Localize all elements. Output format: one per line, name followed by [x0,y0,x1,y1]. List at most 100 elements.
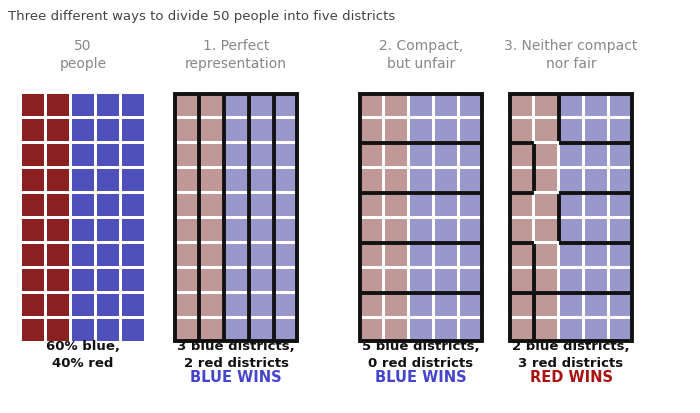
Bar [225,170,247,192]
Bar [435,145,457,166]
Bar [535,95,557,117]
Bar [275,244,297,266]
Bar [610,219,632,242]
Text: 3. Neither compact
nor fair: 3. Neither compact nor fair [504,39,638,71]
Bar [560,294,582,316]
Bar [97,319,119,341]
Bar [22,195,44,216]
Bar [385,170,407,192]
Bar [72,120,94,142]
Bar [72,294,94,316]
Bar [585,95,607,117]
Bar [250,244,272,266]
Bar [460,244,482,266]
Bar [460,120,482,142]
Bar [610,269,632,291]
Bar [200,145,222,166]
Bar [460,219,482,242]
Bar [97,195,119,216]
Bar [250,170,272,192]
Bar [275,145,297,166]
Bar [200,319,222,341]
Bar [360,95,382,117]
Bar [410,219,432,242]
Bar [225,120,247,142]
Bar [360,294,382,316]
Bar [122,120,144,142]
Bar [200,170,222,192]
Bar [250,219,272,242]
Bar [585,319,607,341]
Bar [610,145,632,166]
Bar [47,170,69,192]
Bar [22,294,44,316]
Bar [200,294,222,316]
Bar [200,244,222,266]
Text: 1. Perfect
representation: 1. Perfect representation [185,39,287,71]
Bar [47,319,69,341]
Bar [175,95,197,117]
Bar [610,195,632,216]
Bar [410,145,432,166]
Bar [72,269,94,291]
Bar [72,244,94,266]
Bar [585,244,607,266]
Bar [175,244,197,266]
Bar [225,95,247,117]
Bar [535,120,557,142]
Bar [610,120,632,142]
Bar [22,120,44,142]
Bar [250,95,272,117]
Bar [275,269,297,291]
Bar [510,95,532,117]
Bar [385,294,407,316]
Text: 60% blue,
40% red: 60% blue, 40% red [46,339,120,369]
Bar [460,170,482,192]
Bar [225,195,247,216]
Bar [460,145,482,166]
Bar [97,269,119,291]
Bar [97,244,119,266]
Bar [122,294,144,316]
Bar [535,170,557,192]
Bar [385,145,407,166]
Bar [385,219,407,242]
Text: 2 blue districts,
3 red districts: 2 blue districts, 3 red districts [512,339,630,369]
Bar [510,195,532,216]
Text: 2. Compact,
but unfair: 2. Compact, but unfair [379,39,463,71]
Bar [72,319,94,341]
Text: 5 blue districts,
0 red districts: 5 blue districts, 0 red districts [362,339,480,369]
Bar [122,219,144,242]
Bar [535,145,557,166]
Bar [435,95,457,117]
Bar [585,294,607,316]
Bar [225,319,247,341]
Bar [560,95,582,117]
Bar [200,95,222,117]
Bar [175,195,197,216]
Bar [97,145,119,166]
Text: 50
people: 50 people [60,39,106,71]
Bar [435,244,457,266]
Bar [460,319,482,341]
Text: BLUE WINS: BLUE WINS [190,369,282,384]
Bar [200,219,222,242]
Bar [72,219,94,242]
Bar [47,269,69,291]
Bar [122,145,144,166]
Bar [610,170,632,192]
Bar [385,319,407,341]
Bar [250,294,272,316]
Bar [410,269,432,291]
Bar [72,170,94,192]
Bar [47,294,69,316]
Bar [97,170,119,192]
Bar [225,244,247,266]
Bar [47,145,69,166]
Bar [385,95,407,117]
Bar [535,219,557,242]
Text: BLUE WINS: BLUE WINS [375,369,467,384]
Bar [175,170,197,192]
Bar [225,269,247,291]
Bar [122,319,144,341]
